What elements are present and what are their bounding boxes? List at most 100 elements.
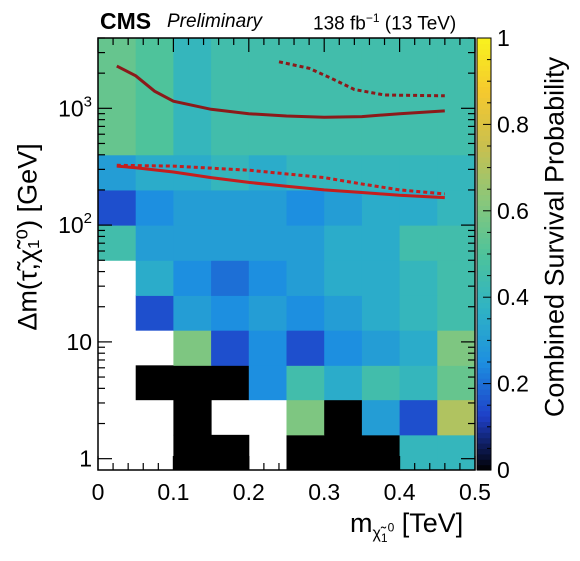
y-tick-base: 10 [66, 329, 92, 355]
colorbar-segment [477, 162, 491, 169]
x-axis-ticks: 0 0.1 0.2 0.3 0.4 0.5 [92, 38, 491, 505]
x-title-sub-power: 0 [387, 521, 395, 536]
heatmap-cell [324, 189, 363, 226]
colorbar-segment [477, 135, 491, 142]
colorbar-segment [477, 281, 491, 287]
z-axis-title: Combined Survival Probability [539, 56, 570, 418]
heatmap-cell [286, 154, 325, 191]
colorbar-segment [477, 356, 491, 363]
colorbar-segment [477, 372, 491, 379]
heatmap-cell [248, 189, 287, 226]
heatmap-cell [399, 399, 438, 436]
heatmap-cell [173, 434, 212, 471]
heatmap-cell [248, 260, 287, 296]
colorbar-segment [477, 124, 491, 131]
colorbar-segment [477, 86, 491, 93]
heatmap-cell [399, 38, 438, 156]
x-title-main: m [350, 508, 373, 538]
colorbar-segment [477, 291, 491, 298]
colorbar-segment [477, 367, 491, 374]
z-tick-label: 0.8 [497, 111, 529, 137]
plot-frame [97, 37, 476, 471]
heatmap-cell [324, 330, 363, 366]
heatmap-cell [98, 38, 137, 156]
heatmap-cell [211, 365, 250, 401]
heatmap-cell [248, 225, 287, 261]
x-title-unit: [TeV] [394, 508, 464, 538]
colorbar-segment [477, 48, 491, 55]
heatmap-cell [173, 38, 212, 156]
heatmap-cell [135, 38, 174, 156]
heatmap-cell [399, 330, 438, 366]
heatmap-cell [173, 295, 212, 331]
luminosity-label: 138 fb−1 (13 TeV) [313, 11, 456, 35]
heatmap-cell [361, 399, 401, 436]
heatmap-cell [211, 189, 250, 226]
heatmap-cell [98, 154, 137, 191]
colorbar-segment [477, 119, 491, 125]
colorbar-segment [477, 399, 491, 406]
heatmap-cell [135, 189, 174, 226]
colorbar-segment [477, 97, 491, 104]
x-title-subscript: χ̃10 [373, 521, 395, 546]
heatmap-cell [324, 154, 363, 191]
colorbar-segment [477, 232, 491, 239]
x-axis-title: mχ̃10 [TeV] [350, 508, 463, 546]
colorbar-segment [477, 43, 491, 50]
heatmap-cell [361, 434, 401, 471]
heatmap-cell [173, 260, 212, 296]
colorbar-segment [477, 92, 491, 98]
heatmap-cell [286, 189, 325, 226]
y-tick-label: 10 [66, 329, 92, 355]
energy-label: (13 TeV) [379, 13, 457, 35]
x-title-sub-index: 1 [380, 531, 388, 546]
y-tick-exponent: 3 [84, 93, 92, 110]
colorbar-segment [477, 156, 491, 163]
heatmap-cell [173, 399, 212, 436]
colorbar-segment [477, 318, 491, 325]
heatmap-cell [437, 260, 476, 296]
heatmap-cell [437, 399, 476, 436]
heatmap-cell [324, 295, 363, 331]
heatmap-cell [135, 365, 174, 401]
heatmap-cell [399, 295, 438, 331]
colorbar-segment [477, 167, 491, 174]
colorbar-segment [477, 286, 491, 293]
colorbar-segment [477, 54, 491, 61]
y-axis-title: Δm(τ̃,χ̃₁⁰) [GeV] [12, 143, 43, 331]
colorbar-segment [477, 351, 491, 358]
x-tick-label: 0.3 [308, 479, 340, 505]
y-tick-label: 103 [58, 93, 92, 121]
heatmap-cell [211, 260, 250, 296]
heatmap-cell [173, 365, 212, 401]
colorbar-segment [477, 335, 491, 341]
z-tick-label: 0.4 [497, 284, 529, 310]
heatmap-cell [437, 154, 476, 191]
colorbar-segment [477, 264, 491, 271]
preliminary-label: Preliminary [167, 11, 263, 32]
x-tick-label: 0 [92, 479, 105, 505]
colorbar-segment [477, 297, 491, 304]
x-tick-label: 0.1 [157, 479, 189, 505]
heatmap-cell [286, 399, 325, 436]
colorbar [476, 37, 492, 471]
heatmap-cell [324, 260, 363, 296]
colorbar-segment [477, 254, 491, 260]
heatmap-cell [286, 330, 325, 366]
contour-line-upper-solid [116, 64, 445, 119]
colorbar-segment [477, 426, 491, 433]
heatmap-cell [399, 260, 438, 296]
colorbar-segment [477, 345, 491, 352]
colorbar-segment [477, 81, 491, 88]
y-tick-label: 102 [58, 210, 92, 238]
colorbar-segment [477, 146, 491, 152]
colorbar-segment [477, 340, 491, 347]
heatmap-cell [399, 154, 438, 191]
heatmap-cell [248, 38, 287, 156]
colorbar-segment [477, 113, 491, 120]
colorbar-segment [477, 421, 491, 428]
colorbar-segment [477, 248, 491, 255]
colorbar-segment [477, 59, 491, 66]
